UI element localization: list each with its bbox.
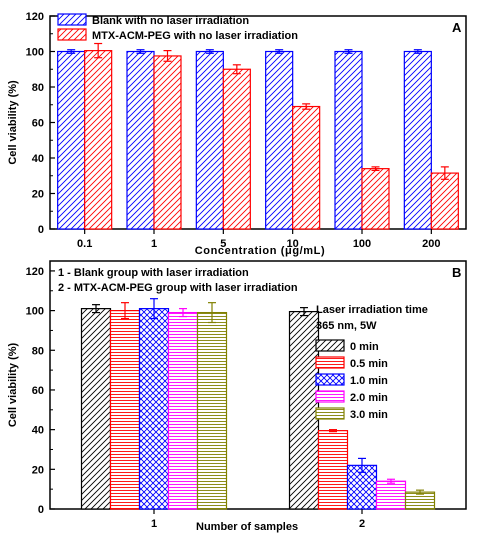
y-tick-label: 100 xyxy=(26,306,44,318)
legend-label: 0 min xyxy=(350,341,379,353)
bar xyxy=(84,50,113,230)
note-line: 1 - Blank group with laser irradiation xyxy=(58,267,249,279)
x-tick-label: 10 xyxy=(287,238,299,250)
legend-swatch xyxy=(315,356,345,369)
bar xyxy=(196,311,228,510)
bar xyxy=(375,480,407,510)
y-tick-label: 0 xyxy=(38,224,44,236)
legend-swatch xyxy=(315,390,345,403)
bar xyxy=(292,105,321,230)
legend-label: 1.0 min xyxy=(350,375,388,387)
legend-title-line: 365 nm, 5W xyxy=(316,320,377,332)
y-tick-label: 0 xyxy=(38,504,44,516)
legend-label: Blank with no laser irradiation xyxy=(92,15,249,27)
bar xyxy=(317,430,349,510)
bar xyxy=(430,172,459,230)
panel-letter: B xyxy=(452,265,461,280)
y-tick-label: 40 xyxy=(32,425,44,437)
x-tick-label: 100 xyxy=(353,238,371,250)
legend-swatch xyxy=(315,373,345,386)
y-axis-title: Cell viability (%) xyxy=(7,342,19,427)
bar xyxy=(57,50,86,230)
bar xyxy=(167,311,199,510)
bar xyxy=(153,55,182,230)
bar xyxy=(334,50,363,230)
legend-swatch xyxy=(57,28,87,41)
y-tick-label: 60 xyxy=(32,118,44,130)
x-tick-label: 200 xyxy=(422,238,440,250)
x-tick-label: 5 xyxy=(220,238,226,250)
legend-swatch xyxy=(57,13,87,26)
y-tick-label: 120 xyxy=(26,266,44,278)
legend-swatch xyxy=(315,339,345,352)
bar xyxy=(361,168,390,230)
x-axis-title: Number of samples xyxy=(196,521,298,533)
y-tick-label: 20 xyxy=(32,189,44,201)
y-tick-label: 80 xyxy=(32,82,44,94)
plot-frame-A xyxy=(49,15,467,230)
bar xyxy=(288,310,320,510)
legend-label: 0.5 min xyxy=(350,358,388,370)
y-tick-label: 100 xyxy=(26,47,44,59)
bar xyxy=(403,50,432,230)
y-axis-title: Cell viability (%) xyxy=(7,80,19,165)
x-tick-label: 0.1 xyxy=(77,238,92,250)
plot-frame-B xyxy=(49,260,467,510)
x-tick-label: 1 xyxy=(151,518,157,530)
legend-title-line: Laser irradiation time xyxy=(316,304,428,316)
y-tick-label: 40 xyxy=(32,153,44,165)
x-tick-label: 1 xyxy=(151,238,157,250)
y-tick-label: 60 xyxy=(32,385,44,397)
bar xyxy=(138,308,170,510)
panel-letter: A xyxy=(452,20,462,35)
bar xyxy=(126,50,155,230)
bar xyxy=(265,50,294,230)
legend-label: 2.0 min xyxy=(350,392,388,404)
x-tick-label: 2 xyxy=(359,518,365,530)
bar xyxy=(222,68,251,230)
y-tick-label: 120 xyxy=(26,11,44,23)
legend-label: MTX-ACM-PEG with no laser irradiation xyxy=(92,30,298,42)
x-axis-title: Concentration (μg/mL) xyxy=(195,245,326,257)
bar xyxy=(109,310,141,510)
legend-label: 3.0 min xyxy=(350,409,388,421)
bar xyxy=(80,308,112,510)
bar xyxy=(195,50,224,230)
y-tick-label: 20 xyxy=(32,464,44,476)
legend-swatch xyxy=(315,407,345,420)
note-line: 2 - MTX-ACM-PEG group with laser irradia… xyxy=(58,282,298,294)
y-tick-label: 80 xyxy=(32,345,44,357)
